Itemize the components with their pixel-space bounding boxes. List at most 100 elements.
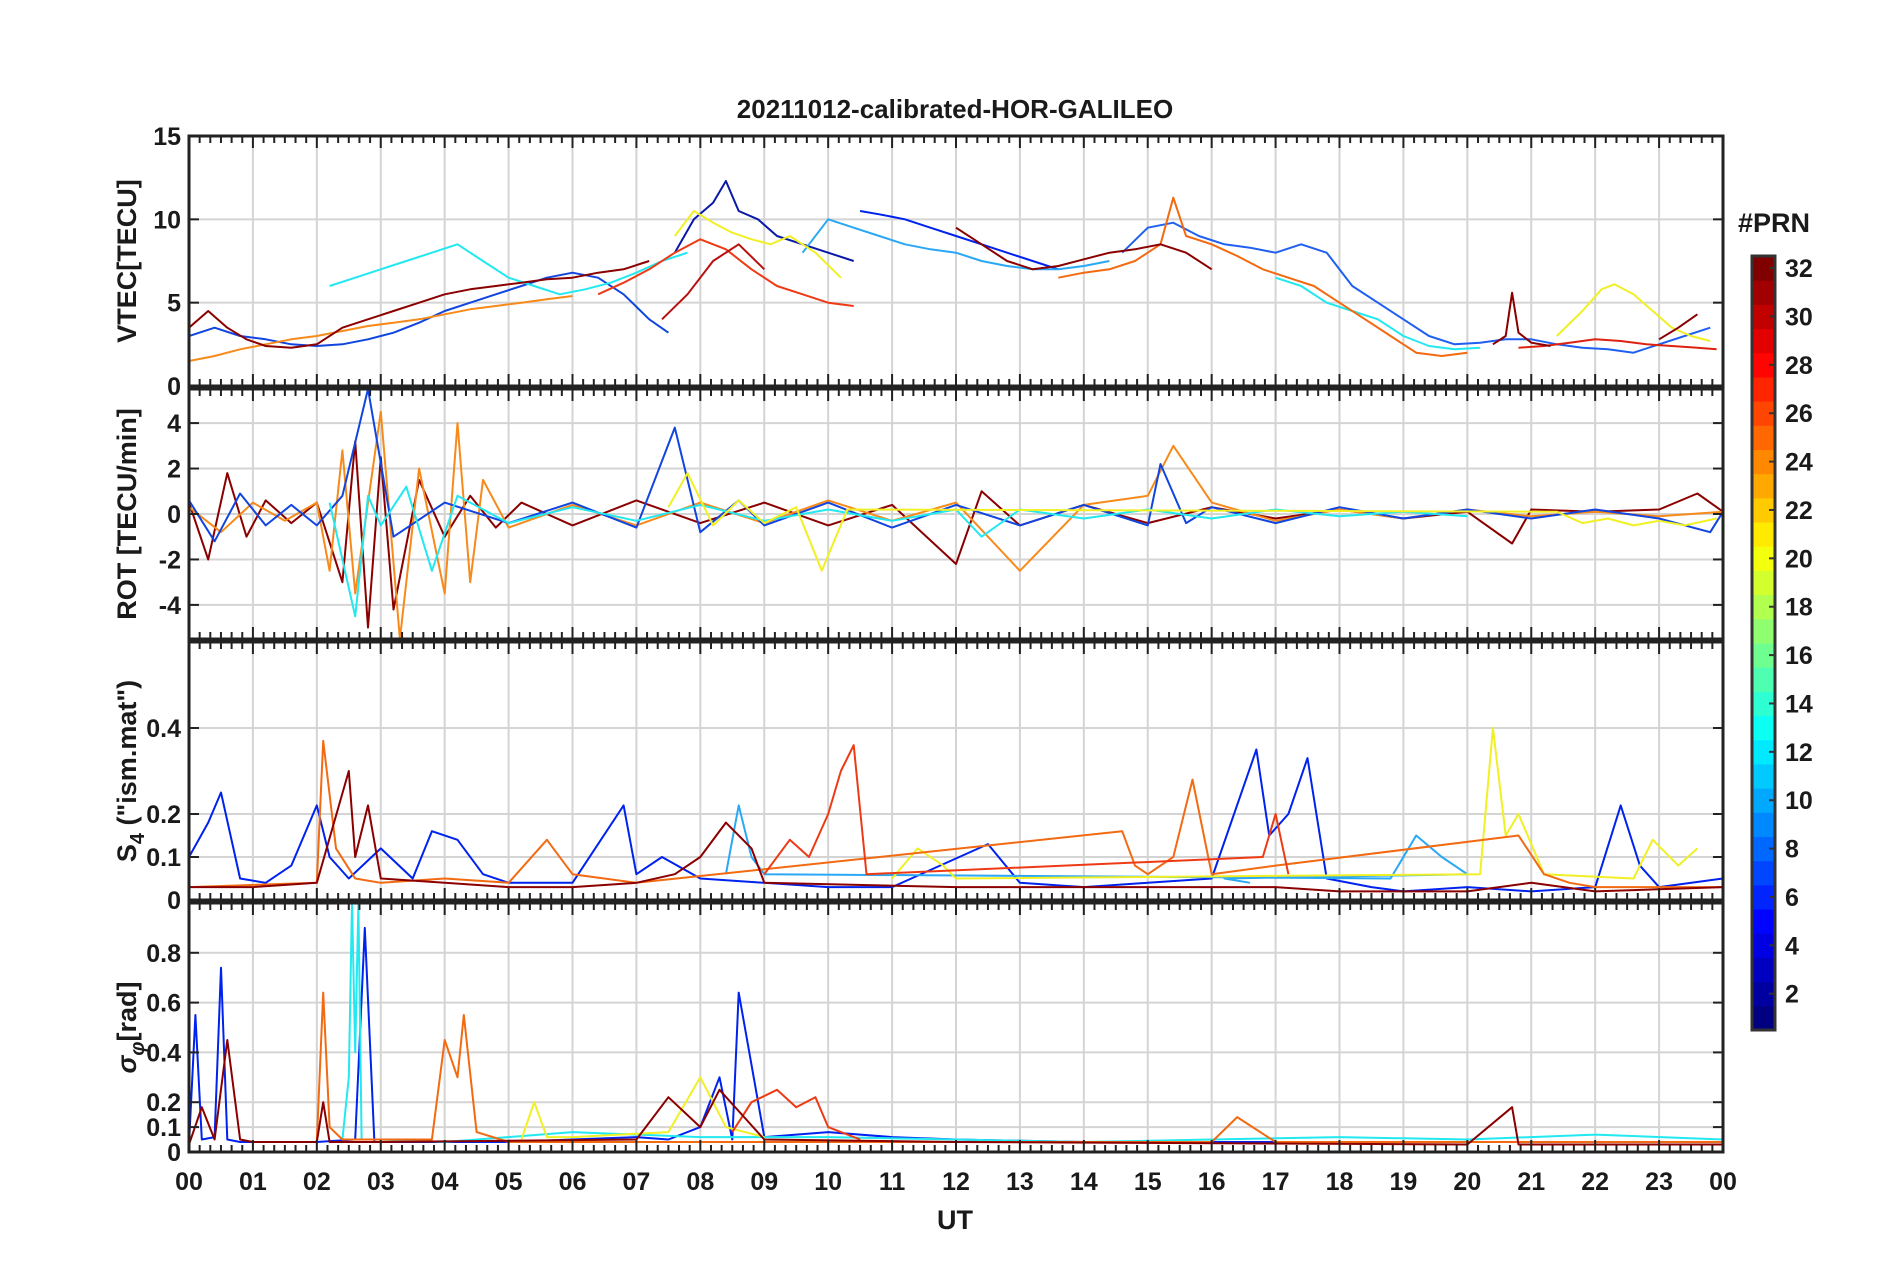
colorbar-tick-label: 14 [1785, 690, 1813, 718]
colorbar-segment [1752, 763, 1775, 789]
y-tick-label: 0.4 [146, 1039, 181, 1067]
colorbar-segment [1752, 449, 1775, 475]
y-tick-label: 0 [167, 1139, 181, 1167]
colorbar-segment [1752, 546, 1775, 571]
series-line-prn-5 [189, 389, 1723, 543]
y-tick-label: 0.2 [146, 1089, 181, 1117]
colorbar-segment [1752, 497, 1775, 523]
colorbar-segment [1752, 1005, 1775, 1031]
x-tick-label: 19 [1390, 1168, 1418, 1196]
series-line-prn-7 [1121, 221, 1711, 354]
colorbar-segment [1752, 909, 1775, 934]
x-tick-label: 07 [623, 1168, 651, 1196]
x-tick-label: 11 [879, 1168, 906, 1196]
colorbar-segment [1752, 788, 1775, 813]
colorbar-tick-label: 24 [1785, 449, 1813, 477]
x-tick-label: 16 [1198, 1168, 1226, 1196]
y-tick-label: 0 [167, 373, 181, 401]
y-tick-label: 0.4 [146, 715, 181, 743]
y-tick-label: 0 [167, 501, 181, 529]
x-tick-label: 06 [559, 1168, 587, 1196]
colorbar-title: #PRN [1738, 208, 1810, 238]
y-tick-label: 2 [167, 456, 181, 484]
colorbar-segment [1752, 715, 1775, 741]
y-tick-label: -4 [159, 592, 181, 620]
colorbar-segment [1752, 594, 1775, 620]
panel-vtec: 0 5 10 15 VTEC[TECU] [112, 123, 1725, 401]
x-tick-label: 03 [367, 1168, 395, 1196]
colorbar-segment [1752, 812, 1775, 837]
x-tick-label: 22 [1581, 1168, 1609, 1196]
x-tick-label: 02 [303, 1168, 331, 1196]
x-tick-label: 14 [1070, 1168, 1098, 1196]
colorbar-segment [1752, 256, 1775, 281]
colorbar-tick-label: 10 [1785, 787, 1813, 815]
series-line-prn-32 [189, 260, 650, 349]
y-tick-label: 0 [167, 887, 181, 915]
colorbar-segment [1752, 401, 1775, 426]
x-axis-label: UT [937, 1205, 973, 1235]
series-line-prn-20 [1556, 283, 1711, 342]
x-tick-label: 00 [1709, 1168, 1737, 1196]
colorbar-segment [1752, 643, 1775, 668]
x-tick-label: 21 [1517, 1168, 1545, 1196]
series-line-prn-10 [801, 218, 1110, 271]
colorbar-segment [1752, 376, 1775, 402]
series-line-prn-25 [189, 739, 1723, 889]
series-line-prn-25 [1058, 196, 1468, 357]
x-tick-label: 05 [495, 1168, 523, 1196]
series-line-prn-32 [189, 1039, 1723, 1146]
series-line-prn-3 [859, 210, 1059, 271]
colorbar-tick-label: 2 [1785, 981, 1799, 1009]
y-tick-label: -2 [159, 546, 181, 574]
colorbar-segment [1752, 957, 1775, 983]
colorbar-segment [1752, 522, 1775, 547]
x-tick-label: 04 [431, 1168, 459, 1196]
colorbar-frame [1750, 254, 1777, 1032]
x-tick-label: 01 [239, 1168, 267, 1196]
x-tick-label: 08 [686, 1168, 714, 1196]
colorbar-segment [1752, 981, 1775, 1007]
y-tick-label: 0.1 [146, 1114, 181, 1142]
colorbar-tick-label: 4 [1785, 932, 1799, 960]
x-tick-label: 10 [814, 1168, 842, 1196]
series-group-s4 [189, 727, 1723, 893]
colorbar-segment [1752, 473, 1775, 499]
colorbar-segment [1752, 860, 1775, 886]
y-tick-label: 5 [167, 290, 181, 318]
colorbar-segment [1752, 739, 1775, 765]
panel-s4: 0 0.1 0.2 0.4S4 ("ism.mat") [112, 640, 1725, 915]
chart-title: 20211012-calibrated-HOR-GALILEO [737, 94, 1173, 124]
series-line-prn-24 [189, 295, 573, 362]
colorbar-segment [1752, 328, 1775, 354]
series-line-prn-20 [520, 1076, 765, 1140]
y-tick-label: 0.1 [146, 844, 181, 872]
colorbar-segment [1752, 280, 1775, 305]
colorbar-tick-label: 32 [1785, 255, 1813, 283]
y-axis-label-sigma: σφ[rad] [112, 982, 149, 1074]
series-line-prn-27 [763, 744, 1290, 876]
series-line-prn-13 [1275, 276, 1481, 351]
x-tick-label: 12 [942, 1168, 970, 1196]
x-tick-label: 09 [750, 1168, 778, 1196]
series-line-prn-10 [724, 804, 1469, 884]
series-line-prn-20 [674, 210, 842, 279]
series-line-prn-27 [731, 1088, 861, 1141]
colorbar-tick-label: 18 [1785, 594, 1813, 622]
colorbar-segment [1752, 836, 1775, 862]
x-tick-label: 23 [1645, 1168, 1673, 1196]
series-line-prn-20 [891, 727, 1699, 880]
colorbar-tick-label: 16 [1785, 642, 1813, 670]
colorbar-segment [1752, 884, 1775, 910]
colorbar-segment [1752, 667, 1775, 692]
series-line-prn-30 [661, 243, 765, 321]
colorbar-tick-label: 8 [1785, 836, 1799, 864]
y-axis-label-vtec: VTEC[TECU] [112, 179, 142, 343]
y-tick-label: 0.8 [146, 940, 181, 968]
y-tick-label: 10 [153, 206, 181, 234]
x-tick-label: 17 [1262, 1168, 1290, 1196]
series-line-prn-32 [955, 226, 1213, 271]
x-tick-label: 15 [1134, 1168, 1162, 1196]
